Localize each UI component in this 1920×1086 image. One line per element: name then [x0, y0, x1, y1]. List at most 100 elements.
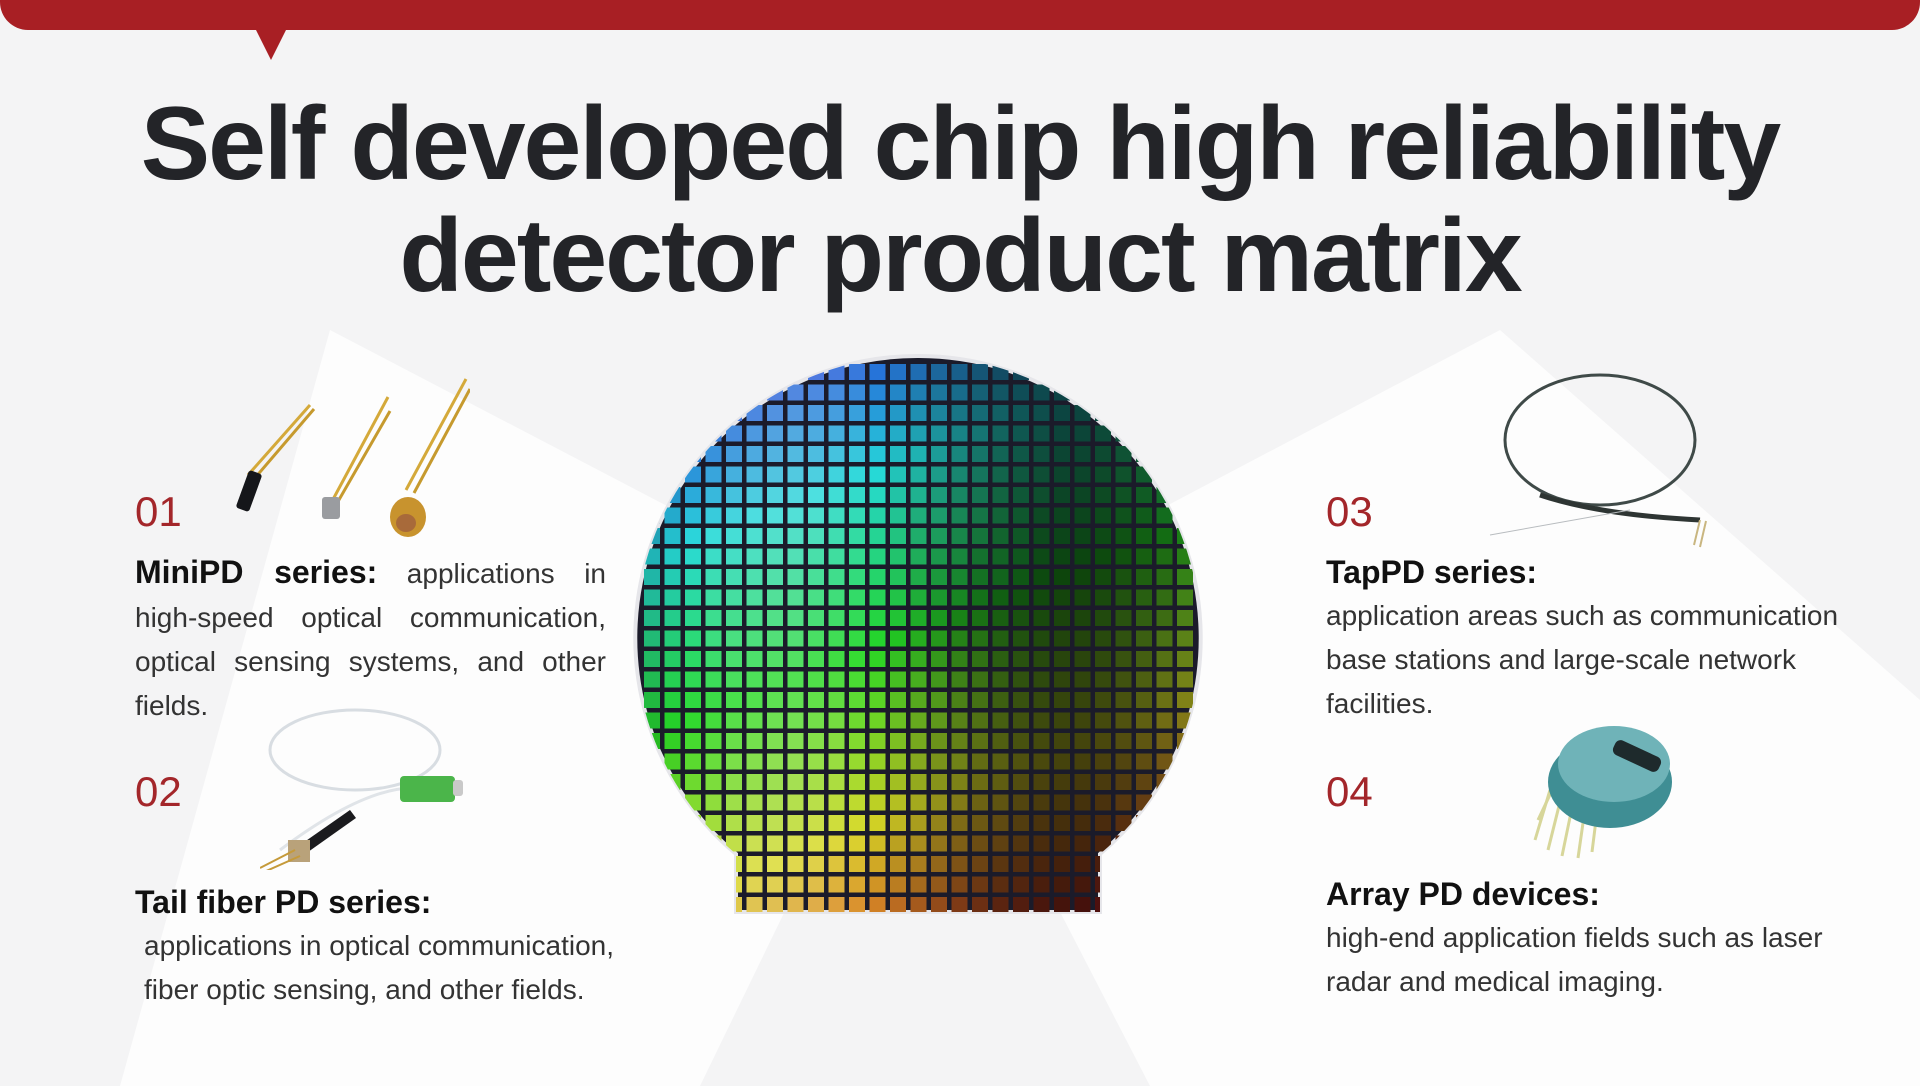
- wafer-die: [972, 589, 988, 606]
- wafer-die: [1033, 507, 1050, 524]
- wafer-die: [1115, 487, 1132, 503]
- wafer-die: [726, 651, 742, 667]
- wafer-die: [808, 651, 824, 667]
- wafer-die: [685, 548, 701, 565]
- wafer-die: [787, 733, 804, 749]
- wafer-die: [1115, 569, 1132, 585]
- wafer-die: [664, 692, 681, 708]
- wafer-die: [1033, 671, 1050, 688]
- wafer-die: [705, 364, 722, 380]
- wafer-die: [869, 466, 886, 483]
- wafer-die: [1054, 507, 1070, 524]
- wafer-die: [951, 733, 968, 749]
- wafer-die: [849, 671, 865, 688]
- wafer-die: [644, 425, 660, 442]
- wafer-die: [705, 856, 722, 872]
- wafer-die: [1177, 774, 1193, 790]
- wafer-die: [1095, 364, 1111, 380]
- pigtailed-photodiode-image: [260, 708, 463, 870]
- wafer-die: [869, 794, 886, 811]
- wafer-die: [869, 897, 886, 913]
- wafer-die: [1074, 774, 1091, 790]
- wafer-die: [869, 630, 886, 647]
- wafer-die: [951, 507, 968, 524]
- wafer-die: [767, 712, 783, 729]
- wafer-die: [951, 487, 968, 503]
- wafer-die: [1177, 630, 1193, 647]
- product-minipd-block: MiniPD series: applications in high-spee…: [135, 550, 606, 728]
- wafer-die: [1115, 876, 1132, 893]
- wafer-die: [931, 794, 947, 811]
- wafer-die: [787, 712, 804, 729]
- wafer-die: [1033, 712, 1050, 729]
- wafer-die: [787, 466, 804, 483]
- wafer-die: [664, 384, 681, 401]
- wafer-die: [644, 671, 660, 688]
- wafer-die: [1177, 507, 1193, 524]
- wafer-die: [1115, 753, 1132, 770]
- wafer-die: [1115, 712, 1132, 729]
- wafer-die: [890, 364, 906, 380]
- wafer-die: [849, 528, 865, 544]
- wafer-die: [644, 446, 660, 462]
- wafer-die: [1095, 487, 1111, 503]
- wafer-die: [1033, 610, 1050, 626]
- wafer-die: [767, 569, 783, 585]
- wafer-die: [1074, 876, 1091, 893]
- wafer-die: [1033, 876, 1050, 893]
- wafer-die: [890, 692, 906, 708]
- wafer-die: [767, 897, 783, 913]
- wafer-die: [828, 528, 845, 544]
- wafer-die: [705, 528, 722, 544]
- wafer-die: [685, 405, 701, 421]
- wafer-die: [1115, 466, 1132, 483]
- wafer-die: [992, 774, 1009, 790]
- wafer-die: [1033, 630, 1050, 647]
- wafer-die: [705, 671, 722, 688]
- wafer-die: [972, 569, 988, 585]
- wafer-die: [1013, 610, 1029, 626]
- wafer-die: [869, 876, 886, 893]
- wafer-die: [664, 425, 681, 442]
- wafer-die: [1033, 835, 1050, 852]
- wafer-die: [1136, 835, 1152, 852]
- wafer-die: [705, 897, 722, 913]
- wafer-die: [1156, 630, 1173, 647]
- wafer-die: [828, 835, 845, 852]
- wafer-die: [1095, 569, 1111, 585]
- wafer-die: [726, 528, 742, 544]
- wafer-die: [890, 548, 906, 565]
- wafer-die: [992, 712, 1009, 729]
- wafer-die: [1095, 712, 1111, 729]
- product-name: Tail fiber PD series:: [135, 884, 432, 920]
- wafer-die: [972, 487, 988, 503]
- wafer-die: [890, 815, 906, 831]
- wafer-die: [1115, 630, 1132, 647]
- wafer-die: [664, 794, 681, 811]
- wafer-die: [869, 712, 886, 729]
- wafer-die: [1156, 692, 1173, 708]
- product-description: applications in optical communication, f…: [144, 930, 615, 1005]
- wafer-die: [1033, 774, 1050, 790]
- wafer-die: [1177, 753, 1193, 770]
- wafer-die: [910, 610, 927, 626]
- wafer-die: [726, 446, 742, 462]
- wafer-die: [1033, 897, 1050, 913]
- wafer-die: [931, 774, 947, 790]
- wafer-die: [808, 384, 824, 401]
- wafer-die: [1115, 528, 1132, 544]
- wafer-die: [1033, 815, 1050, 831]
- wafer-die: [1074, 507, 1091, 524]
- wafer-die: [664, 630, 681, 647]
- wafer-die: [890, 671, 906, 688]
- wafer-die: [767, 651, 783, 667]
- wafer-die: [787, 876, 804, 893]
- wafer-die: [767, 733, 783, 749]
- wafer-die: [910, 589, 927, 606]
- wafer-die: [972, 733, 988, 749]
- wafer-die: [746, 630, 763, 647]
- product-description: application areas such as communication …: [1326, 600, 1839, 719]
- wafer-die: [869, 384, 886, 401]
- wafer-die: [705, 507, 722, 524]
- wafer-die: [664, 405, 681, 421]
